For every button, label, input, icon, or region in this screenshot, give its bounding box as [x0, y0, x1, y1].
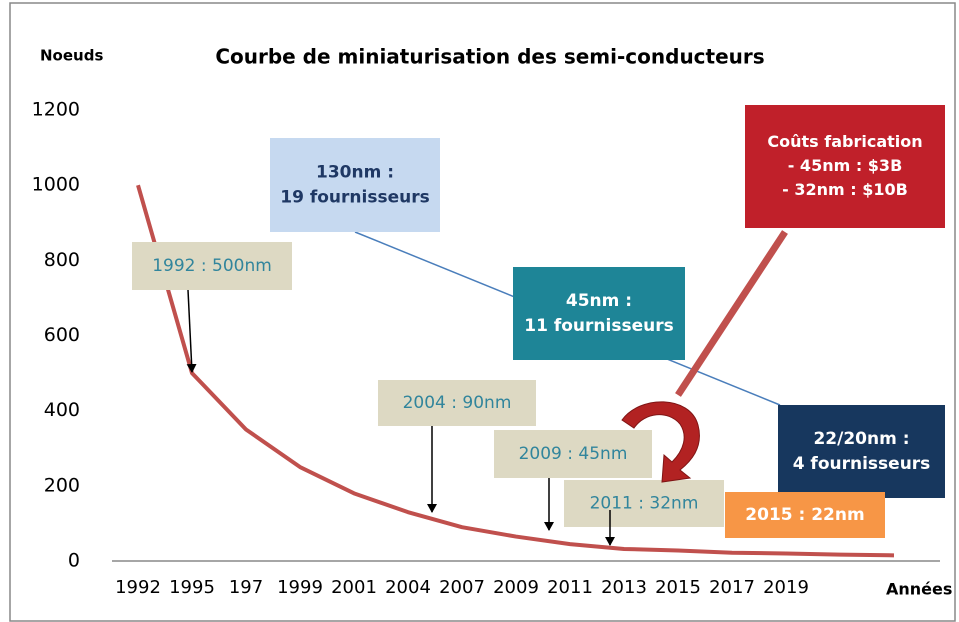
- arrow: [186, 289, 197, 373]
- curved-arrow: [621, 401, 700, 483]
- annotation-text: - 32nm : $10B: [782, 180, 908, 199]
- y-tick-label: 1000: [32, 174, 80, 196]
- x-tick-label: 2011: [547, 577, 593, 598]
- x-tick-label: 2007: [439, 577, 485, 598]
- x-tick-label: 2004: [385, 577, 431, 598]
- y-tick-label: 1200: [32, 99, 80, 121]
- x-tick-label: 2019: [763, 577, 809, 598]
- y-tick-label: 200: [44, 474, 80, 496]
- annotation-box: [564, 480, 724, 527]
- y-tick-label: 800: [44, 249, 80, 271]
- annotation-text: 130nm :: [316, 163, 394, 183]
- annotation-box: [778, 405, 945, 498]
- x-tick-label: 1999: [277, 577, 323, 598]
- y-tick-label: 0: [68, 550, 80, 572]
- annotation-text: 19 fournisseurs: [280, 188, 429, 208]
- line-series: [136, 184, 895, 558]
- annotation-text: 1992 : 500nm: [152, 256, 272, 276]
- x-axis-label: Années: [886, 580, 952, 599]
- x-tick-label: 2015: [655, 577, 701, 598]
- annotation-box: [513, 267, 685, 360]
- annotation-box: [725, 492, 885, 538]
- annotation-text: 22/20nm :: [813, 429, 909, 449]
- x-tick-label: 2001: [331, 577, 377, 598]
- annotation-box: [378, 380, 536, 426]
- x-tick-label: 197: [229, 577, 263, 598]
- y-axis-label: Noeuds: [40, 47, 103, 65]
- red-arrow-shaft: [675, 230, 788, 397]
- annotation-box: [494, 430, 652, 478]
- annotation-box: [745, 105, 945, 228]
- annotation-text: 4 fournisseurs: [793, 454, 931, 474]
- y-tick-label: 600: [44, 324, 80, 346]
- annotation-text: 2009 : 45nm: [519, 444, 628, 464]
- annotation-text: Coûts fabrication: [767, 132, 922, 151]
- annotation-text: - 45nm : $3B: [788, 156, 903, 175]
- annotation-box: [132, 242, 292, 290]
- x-tick-label: 2009: [493, 577, 539, 598]
- x-tick-label: 1995: [169, 577, 215, 598]
- annotation-box: [270, 138, 440, 232]
- x-tick-label: 2013: [601, 577, 647, 598]
- x-tick-label: 1992: [115, 577, 161, 598]
- annotation-text: 2004 : 90nm: [403, 393, 512, 413]
- chart-title: Courbe de miniaturisation des semi-condu…: [215, 45, 764, 69]
- annotation-text: 2011 : 32nm: [590, 494, 699, 514]
- annotation-text: 11 fournisseurs: [524, 316, 673, 336]
- annotation-text: 45nm :: [566, 291, 632, 311]
- x-tick-label: 2017: [709, 577, 755, 598]
- annotation-text: 2015 : 22nm: [745, 505, 864, 525]
- y-tick-label: 400: [44, 399, 80, 421]
